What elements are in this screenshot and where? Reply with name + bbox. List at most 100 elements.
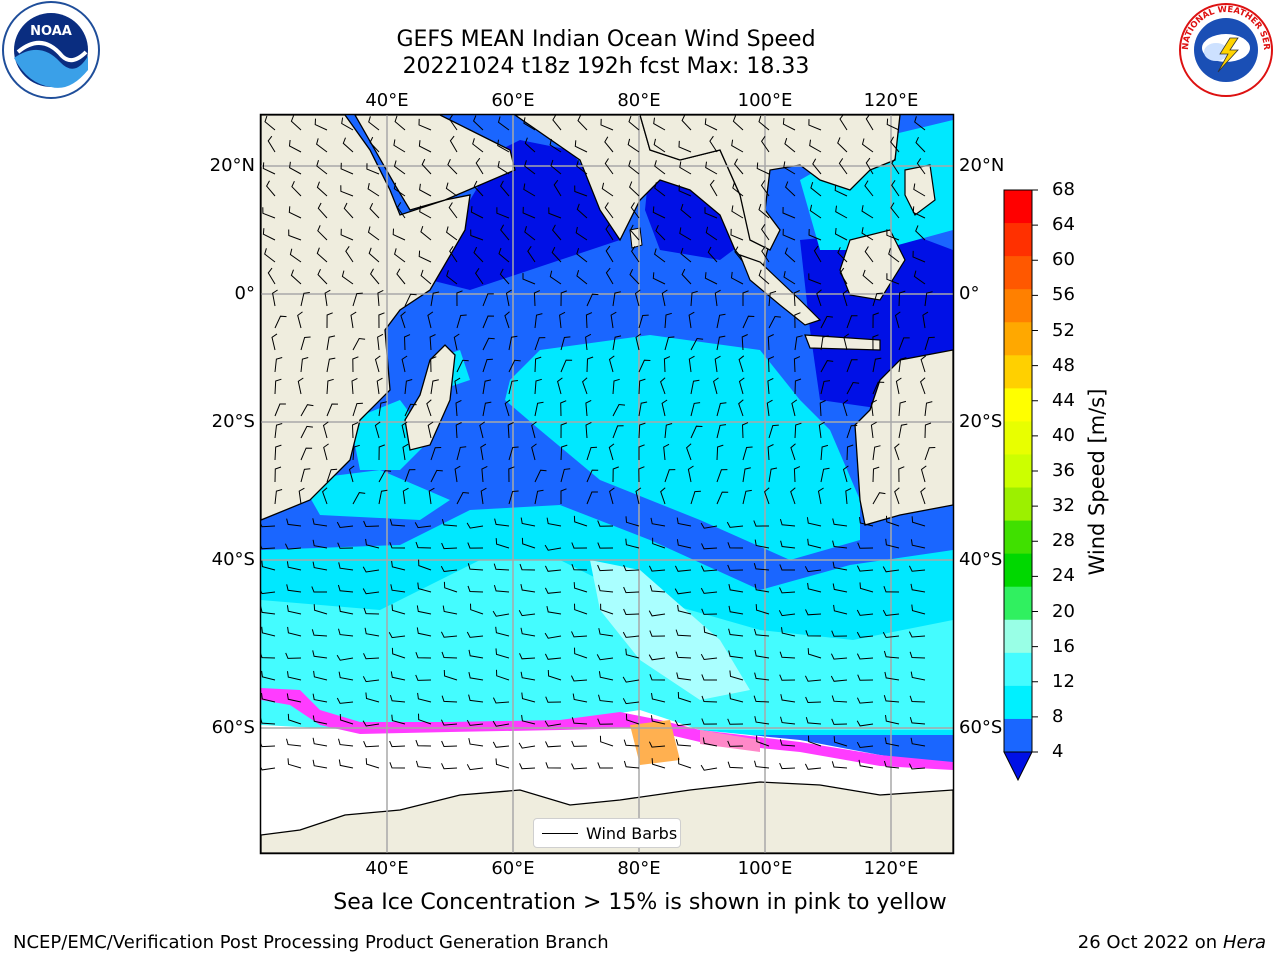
colorbar-tick-label: 40: [1052, 424, 1075, 446]
wind-barb: [916, 158, 926, 175]
wind-barb: [872, 445, 881, 461]
wind-barb: [312, 561, 328, 571]
wind-barb: [495, 648, 510, 659]
wind-barb: [760, 224, 770, 241]
lon-label-bottom-100e: 100°E: [737, 858, 793, 879]
wind-barb: [833, 604, 848, 615]
wind-barb: [862, 269, 874, 285]
wind-barb: [813, 245, 822, 263]
wind-barb: [675, 739, 692, 747]
wind-barb: [348, 465, 355, 483]
wind-barb: [806, 517, 822, 527]
colorbar-segment: [1004, 454, 1032, 489]
lat-label-left-0: 0°: [234, 283, 255, 304]
wind-barb: [495, 538, 510, 549]
wind-barb: [571, 740, 588, 747]
wind-barb: [378, 401, 387, 417]
wind-barb: [531, 421, 537, 439]
wind-barb: [396, 268, 406, 285]
wind-barb: [560, 444, 568, 461]
wind-barb: [846, 425, 858, 439]
wind-barb: [288, 229, 302, 241]
wind-barb: [504, 399, 511, 417]
wind-barb: [649, 674, 666, 681]
wind-barb: [534, 356, 542, 373]
wind-barb: [456, 290, 463, 307]
wind-barb: [508, 335, 518, 351]
wind-barb: [467, 563, 484, 571]
wind-barb: [369, 202, 380, 219]
wind-barb: [390, 584, 406, 593]
wind-barb: [716, 335, 726, 351]
wind-barb: [326, 312, 333, 329]
wind-barb: [898, 466, 905, 483]
wind-barb: [261, 626, 276, 637]
wind-barb: [312, 539, 328, 549]
wind-barb: [298, 487, 305, 505]
wind-barb: [368, 116, 380, 131]
wind-barb: [394, 248, 406, 263]
wind-barb: [300, 468, 311, 483]
wind-barb: [337, 542, 354, 549]
wind-barb: [272, 289, 278, 307]
wind-barb: [338, 605, 354, 615]
wind-barb: [664, 312, 672, 329]
wind-barb: [415, 760, 432, 769]
wind-barb: [678, 757, 692, 769]
wind-barb: [690, 402, 701, 417]
wind-barb: [544, 653, 562, 660]
wind-barb: [727, 740, 744, 747]
wind-barb: [393, 182, 406, 197]
wind-barb: [524, 160, 536, 175]
wind-barb: [761, 246, 770, 263]
wind-barb: [560, 488, 567, 504]
wind-barb: [447, 158, 458, 175]
wind-barb: [784, 137, 796, 153]
wind-barb: [527, 246, 536, 263]
wind-barb: [549, 138, 562, 153]
wind-barb: [598, 584, 614, 593]
wind-barb: [577, 115, 588, 131]
wind-barb: [832, 583, 848, 593]
wind-barb: [261, 717, 276, 725]
wind-barb: [898, 423, 908, 439]
wind-barb: [820, 467, 830, 483]
wind-barb: [780, 694, 796, 703]
wind-barb: [705, 161, 718, 175]
wind-barb: [756, 735, 770, 747]
wind-barb: [336, 654, 354, 661]
wind-barb: [701, 543, 718, 550]
wind-barb: [908, 763, 926, 770]
wind-barb: [362, 588, 380, 595]
wind-barb: [586, 356, 594, 373]
wind-barb: [300, 336, 311, 351]
wind-barb: [274, 378, 282, 395]
wind-barb: [864, 180, 874, 197]
wind-barb: [909, 695, 926, 703]
wind-barb: [560, 336, 571, 351]
wind-barb: [820, 360, 834, 373]
wind-barb: [466, 522, 484, 529]
wind-barb: [924, 401, 933, 417]
wind-barb: [596, 654, 614, 661]
wind-barb: [767, 356, 775, 373]
lon-label-top-80e: 80°E: [617, 90, 661, 111]
wind-barb: [427, 311, 434, 329]
wind-barb: [482, 358, 493, 373]
wind-barb: [336, 697, 354, 704]
wind-barb: [430, 447, 442, 461]
wind-barb: [470, 229, 484, 241]
footer-host: Hera: [1222, 932, 1266, 953]
wind-barb: [891, 180, 900, 197]
wind-barb: [753, 563, 770, 571]
colorbar-segment: [1004, 322, 1032, 356]
wind-barb: [872, 357, 882, 373]
wind-barb: [440, 565, 458, 573]
wind-barb: [894, 487, 900, 505]
wind-barb: [495, 626, 510, 637]
wind-barb: [576, 248, 588, 263]
wind-barb: [265, 180, 276, 197]
wind-barb: [915, 136, 926, 153]
wind-barb: [544, 720, 562, 727]
wind-barb: [638, 466, 645, 483]
